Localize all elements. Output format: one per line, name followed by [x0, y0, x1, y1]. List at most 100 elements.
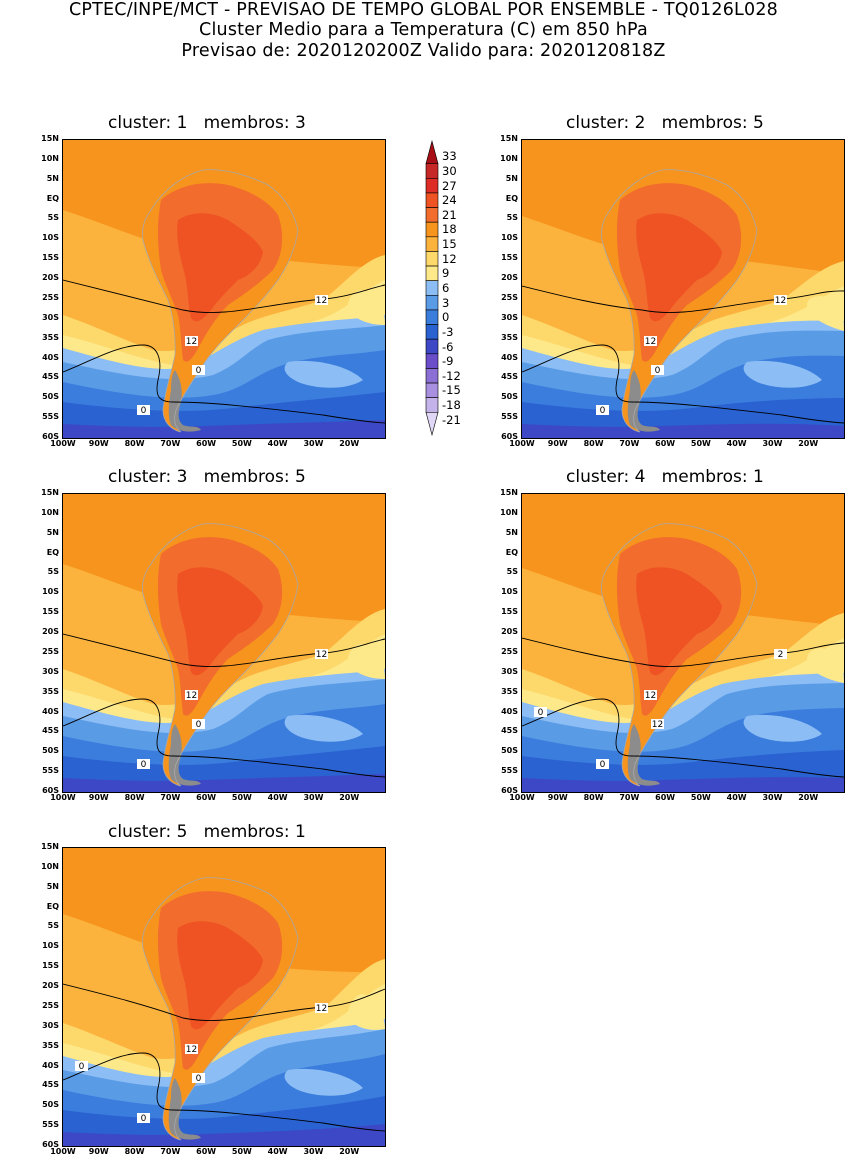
colorbar-swatch--6 [425, 338, 439, 355]
contour-label: 12 [775, 296, 786, 306]
y-tick-label: 30S [501, 312, 518, 322]
y-tick-label: 20S [501, 627, 518, 637]
colorbar-label: 27 [442, 178, 457, 193]
contour-label: 12 [652, 720, 663, 730]
colorbar-swatch-6 [425, 280, 439, 296]
contour-label: 12 [316, 1004, 327, 1014]
y-tick-label: 5N [505, 527, 518, 537]
y-tick-label: 60S [501, 786, 518, 795]
colorbar-swatch-33 [425, 139, 439, 164]
x-tick-label: 30W [762, 439, 783, 448]
x-tick-label: 50W [231, 1147, 252, 1156]
contour-label-bg [534, 707, 547, 717]
temp-band-9-9 [348, 290, 385, 325]
hot-band-24 [177, 213, 263, 322]
map-panel-cluster-2: 12 12 0 0 [521, 139, 845, 439]
temperature-field: 12 12 0 0 [522, 140, 844, 438]
y-tick-label: 10S [501, 233, 518, 243]
temperature-field: 12 12 0 0 [63, 140, 385, 438]
x-tick-label: 80W [124, 793, 145, 802]
y-tick-label: 40S [501, 352, 518, 362]
contour-label: 0 [79, 1062, 85, 1072]
contour-label: 0 [196, 720, 202, 730]
panel-title-cluster-5: cluster: 5 membros: 1 [108, 822, 306, 842]
y-tick-label: 15S [42, 961, 59, 971]
contour-label-bg [774, 649, 787, 659]
temp-band-9-9 [807, 296, 844, 331]
colorbar-swatch-15 [425, 236, 439, 252]
x-tick-label: 60W [655, 439, 676, 448]
temp-band--6-8 [63, 1124, 385, 1146]
x-tick-label: 30W [303, 1147, 324, 1156]
contour-label-bg [75, 1061, 88, 1071]
hot-band-24 [636, 567, 722, 676]
y-tick-label: 5S [47, 921, 59, 931]
contour-label: 12 [186, 337, 197, 347]
colorbar-swatch--21 [425, 412, 439, 437]
y-tick-label: 10S [501, 587, 518, 597]
temp-band-6-10 [284, 1068, 363, 1096]
colorbar-label: -6 [442, 339, 454, 354]
y-tick-label: 15S [42, 607, 59, 617]
y-tick-label: EQ [46, 547, 59, 557]
map-panel-cluster-3: 12 12 0 0 [62, 493, 386, 793]
y-tick-label: 5N [505, 173, 518, 183]
y-tick-label: 10N [41, 507, 59, 517]
map-panel-cluster-5: 12 12 0 0 0 [62, 847, 386, 1147]
panel-title-cluster-3: cluster: 3 membros: 5 [108, 467, 306, 487]
temp-band-6-10 [743, 714, 822, 742]
contour-line-0 [63, 633, 385, 667]
y-tick-label: 30S [42, 1020, 59, 1030]
contour-label-bg [315, 1003, 328, 1013]
x-tick-label: 30W [303, 439, 324, 448]
temperature-colorbar: 33 30 27 24 21 18 15 12 9 6 3 0 -3 -6 -9 -12 -15 -18 -21 [424, 134, 484, 444]
x-tick-label: 70W [619, 793, 640, 802]
coastline [601, 523, 758, 787]
y-tick-label: EQ [46, 901, 59, 911]
x-tick-label: 100W [50, 439, 76, 448]
y-tick-label: 55S [42, 412, 59, 422]
y-tick-label: 35S [42, 1040, 59, 1050]
contour-label-bg [137, 405, 150, 415]
y-tick-label: EQ [505, 193, 518, 203]
x-tick-label: 50W [231, 439, 252, 448]
contour-label: 12 [645, 337, 656, 347]
colorbar-swatch--3 [425, 324, 439, 340]
x-tick-label: 50W [690, 439, 711, 448]
patagonia-land [168, 370, 201, 432]
y-tick-label: 45S [501, 372, 518, 382]
contour-label-bg [315, 295, 328, 305]
x-tick-label: 80W [124, 439, 145, 448]
colorbar-swatch--12 [425, 368, 439, 384]
y-tick-label: 10N [500, 153, 518, 163]
colorbar-label: -3 [442, 324, 454, 339]
x-tick-label: 100W [509, 439, 535, 448]
y-tick-label: 30S [501, 666, 518, 676]
y-tick-label: 10N [41, 153, 59, 163]
y-tick-label: 40S [501, 706, 518, 716]
colorbar-swatch-24 [425, 192, 439, 208]
contour-label-bg [185, 336, 198, 346]
contour-line-1 [522, 344, 844, 424]
colorbar-swatch-18 [425, 221, 439, 238]
y-tick-label: 15N [500, 134, 518, 143]
colorbar-swatches [425, 139, 439, 437]
temperature-field: 12 12 0 0 0 [63, 848, 385, 1146]
y-tick-label: 15N [41, 842, 59, 851]
contour-label: 12 [316, 650, 327, 660]
x-tick-label: 20W [798, 439, 819, 448]
colorbar-swatch-12 [425, 251, 439, 267]
x-tick-label: 50W [231, 793, 252, 802]
contour-label: 0 [655, 366, 661, 376]
x-tick-label: 100W [50, 793, 76, 802]
y-tick-label: 25S [42, 646, 59, 656]
contour-label: 0 [141, 760, 147, 770]
contour-line-1 [63, 698, 385, 778]
patagonia-land [168, 724, 201, 786]
contour-label-bg [192, 365, 205, 375]
contour-label: 0 [141, 406, 147, 416]
y-tick-label: 10S [42, 233, 59, 243]
colorbar-label: 9 [442, 266, 450, 281]
x-tick-label: 20W [339, 793, 360, 802]
contour-label: 12 [316, 296, 327, 306]
